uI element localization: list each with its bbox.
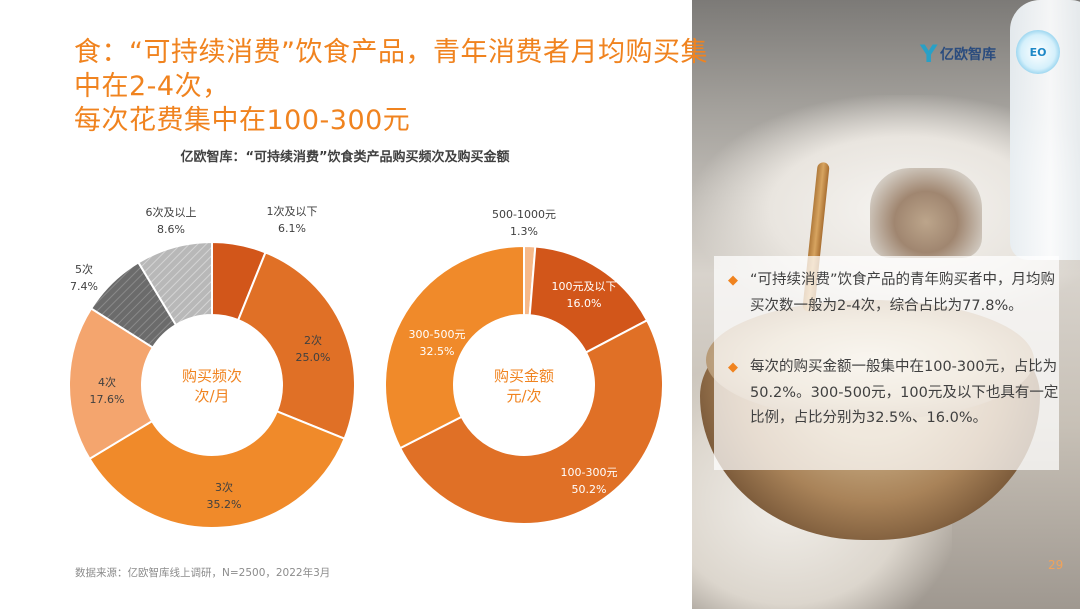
diamond-bullet-icon: ◆ (728, 360, 738, 375)
page-title: 食：“可持续消费”饮食产品，青年消费者月均购买集中在2-4次， 每次花费集中在1… (74, 36, 714, 138)
donut-slice-6次及以上 (136, 240, 213, 327)
slice-label: 100-300元 50.2% (561, 466, 618, 496)
slice-label: 300-500元 32.5% (409, 328, 466, 358)
summary-bullet-1: ◆ “可持续消费”饮食产品的青年购买者中，月均购买次数一般为2-4次，综合占比为… (728, 268, 1068, 319)
slice-label: 2次 25.0% (296, 333, 331, 364)
slice-label: 6次及以上 8.6% (146, 205, 197, 236)
donut-slice-100-300元 (398, 318, 664, 525)
donut-center-label: 购买频次次/月 (182, 367, 242, 405)
summary-box (714, 256, 1059, 470)
title-line-2: 每次花费集中在100-300元 (74, 105, 411, 136)
chart-title: 亿欧智库：“可持续消费”饮食类产品购买频次及购买金额 (180, 150, 510, 165)
title-line-1: 食：“可持续消费”饮食产品，青年消费者月均购买集中在2-4次， (74, 37, 708, 102)
slice-label: 100元及以下 16.0% (552, 280, 617, 310)
data-source-note: 数据来源：亿欧智库线上调研，N=2500，2022年3月 (75, 567, 331, 579)
donut-slice-3次 (88, 410, 346, 529)
summary-bullet-2: ◆ 每次的购买金额一般集中在100-300元，占比为50.2%。300-500元… (728, 355, 1068, 432)
page-number: 29 (1048, 558, 1064, 572)
bullet-text: “可持续消费”饮食产品的青年购买者中，月均购买次数一般为2-4次，综合占比为77… (750, 272, 1056, 314)
slice-label: 1次及以下 6.1% (267, 204, 318, 235)
donut-center-label: 购买金额元/次 (494, 367, 554, 405)
slice-label: 5次 7.4% (70, 262, 98, 293)
donut-slice-300-500元 (384, 244, 525, 450)
diamond-bullet-icon: ◆ (728, 273, 738, 288)
slice-label: 3次 35.2% (207, 480, 242, 511)
slice-label: 500-1000元 1.3% (492, 208, 556, 238)
slice-label: 4次 17.6% (90, 375, 125, 406)
logo-mark-icon: Y (920, 40, 938, 68)
purchase-frequency-donut: 1次及以下 6.1% 2次 25.0% 3次 35.2% 4次 17.6% 5次 7.4% 6次及以… (68, 204, 356, 529)
brand-badge-icon: EO (1016, 30, 1060, 74)
oat-jar-image (870, 168, 982, 258)
donut-charts: 1次及以下 6.1% 2次 25.0% 3次 35.2% 4次 17.6% 5次 7.4% 6次及以… (68, 204, 664, 529)
logo-text: 亿欧智库 (940, 47, 996, 63)
bullet-text: 每次的购买金额一般集中在100-300元，占比为50.2%。300-500元，1… (750, 359, 1059, 426)
donut-slice-2次 (236, 251, 356, 441)
purchase-amount-donut: 500-1000元 1.3% 100元及以下 16.0% 100-300元 50.2% 30… (384, 208, 664, 525)
